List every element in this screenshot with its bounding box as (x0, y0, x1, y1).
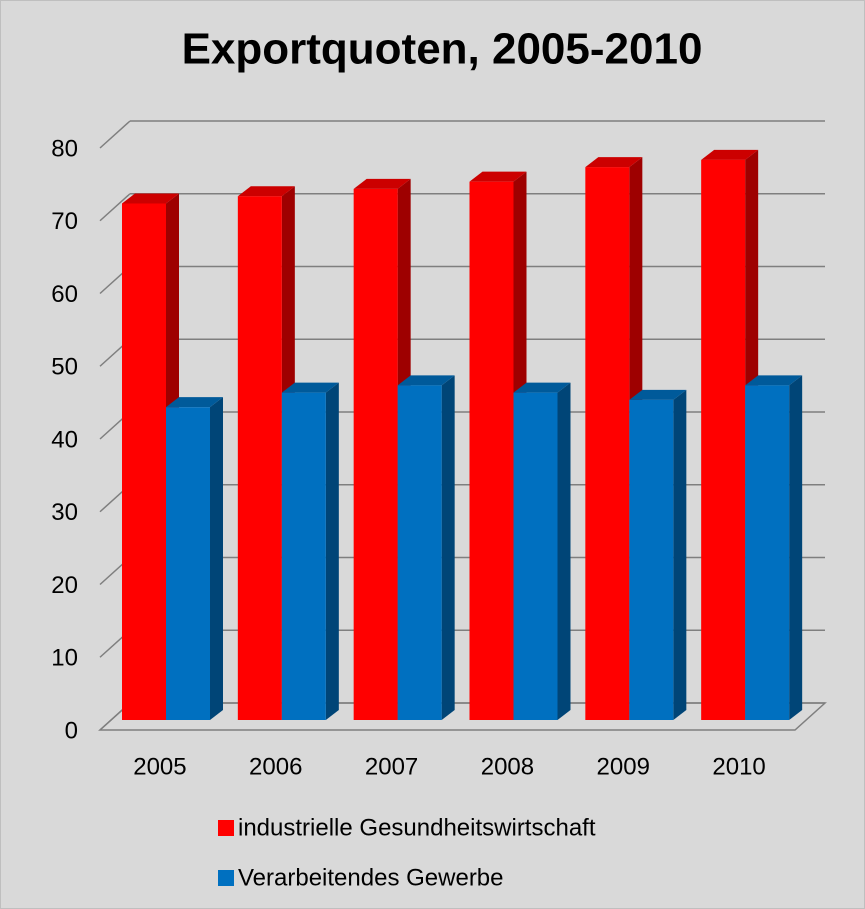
bar-front (353, 188, 398, 721)
y-tick-label: 60 (51, 281, 78, 308)
bar-top (397, 375, 455, 386)
bar-top (122, 193, 179, 204)
y-tick-label: 10 (51, 645, 78, 672)
y-tick-label: 70 (51, 208, 78, 235)
bar-front (513, 392, 558, 720)
legend-label: industrielle Gesundheitswirtschaft (238, 814, 596, 841)
grid-stub (99, 193, 131, 222)
x-tick-label: 2006 (249, 753, 302, 780)
bar-top (629, 389, 687, 400)
x-tick-label: 2005 (133, 753, 186, 780)
bar-side (210, 397, 223, 720)
y-tick-label: 0 (65, 717, 78, 744)
bar-front (397, 385, 442, 720)
bar (745, 375, 803, 720)
bar-top (585, 157, 643, 168)
bar (513, 382, 571, 720)
bar-front (122, 203, 166, 721)
bar-top (469, 171, 527, 182)
bar-top (701, 149, 759, 160)
y-tick-label: 20 (51, 572, 78, 599)
chart-title: Exportquoten, 2005-2010 (182, 25, 703, 74)
bar-front (281, 392, 326, 720)
y-tick-label: 80 (51, 135, 78, 162)
bar (166, 397, 223, 720)
y-tick-label: 50 (51, 354, 78, 381)
x-tick-label: 2010 (712, 753, 765, 780)
bar-front (585, 167, 630, 721)
bar-front (166, 407, 210, 720)
bar-side (673, 389, 687, 720)
legend-label: Verarbeitendes Gewerbe (238, 864, 504, 891)
x-tick-label: 2008 (481, 753, 534, 780)
y-tick-label: 40 (51, 426, 78, 453)
bar-top (745, 375, 803, 386)
x-tick-label: 2009 (597, 753, 650, 780)
bar-side (325, 382, 339, 720)
bar (281, 382, 339, 720)
bar-front (629, 399, 674, 720)
grid-stub (99, 120, 131, 149)
x-tick-label: 2007 (365, 753, 418, 780)
bar-front (237, 196, 282, 720)
y-tick-label: 30 (51, 499, 78, 526)
legend-swatch (218, 870, 234, 886)
bar-front (745, 385, 790, 720)
bar-side (441, 375, 455, 720)
bar-top (281, 382, 339, 393)
bar-top (353, 178, 411, 189)
bar (629, 389, 687, 720)
bar-front (701, 159, 746, 720)
bar-top (237, 186, 295, 197)
bar (397, 375, 455, 720)
bar-side (557, 382, 571, 720)
bar-side (789, 375, 803, 720)
bar-front (469, 181, 514, 720)
legend-swatch (218, 820, 234, 836)
bar-top (513, 382, 571, 393)
bar-top (166, 397, 223, 408)
